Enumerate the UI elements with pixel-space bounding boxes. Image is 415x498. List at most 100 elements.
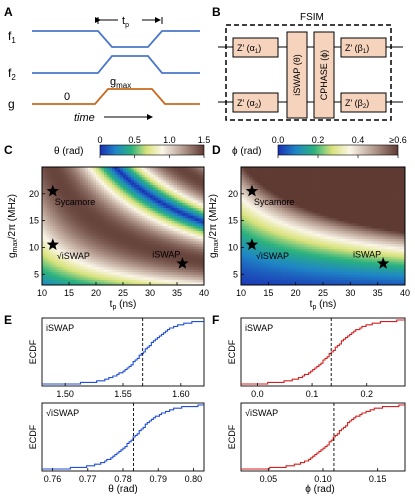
heatmap-c-cell	[82, 254, 86, 258]
heatmap-c-cell	[93, 218, 97, 222]
heatmap-d-cell	[287, 231, 291, 235]
heatmap-c-cell	[74, 169, 78, 173]
heatmap-c-cell	[93, 174, 97, 178]
heatmap-d-cell	[246, 215, 250, 219]
heatmap-d-cell	[246, 182, 250, 186]
heatmap-d-cell	[298, 241, 302, 245]
heatmap-c-cell	[177, 274, 181, 278]
heatmap-d-cell	[325, 264, 329, 268]
heatmap-d-cell	[249, 172, 253, 176]
heatmap-d-cell	[366, 192, 370, 196]
heatmap-d-cell	[339, 238, 343, 242]
heatmap-c-cell	[155, 279, 159, 283]
heatmap-c-cell	[55, 264, 59, 268]
heatmap-d-cell	[347, 174, 351, 178]
heatmap-d-cell	[276, 210, 280, 214]
heatmap-c-cell	[112, 169, 116, 173]
heatmap-d-cell	[358, 277, 362, 281]
heatmap-c-cell	[166, 187, 170, 191]
heatmap-c-cell	[44, 254, 48, 258]
heatmap-c-cell	[82, 218, 86, 222]
heatmap-d-cell	[314, 223, 318, 227]
heatmap-c-cell	[147, 177, 151, 181]
heatmap-d-cell	[317, 192, 321, 196]
heatmap-c-cell	[187, 238, 191, 242]
heatmap-c-cell	[63, 228, 67, 232]
heatmap-c-cell	[69, 184, 73, 188]
heatmap-c-cell	[109, 272, 113, 276]
heatmap-c-cell	[106, 197, 110, 201]
heatmap-c-cell	[79, 223, 83, 227]
heatmap-d-cell	[265, 197, 269, 201]
heatmap-c-cell	[77, 282, 81, 286]
heatmap-d-cell	[249, 264, 253, 268]
heatmap-d-cell	[276, 231, 280, 235]
heatmap-c-cell	[79, 182, 83, 186]
heatmap-d-cell	[325, 190, 329, 194]
heatmap-c-cell	[198, 218, 202, 222]
heatmap-d-cell	[361, 254, 365, 258]
heatmap-c-cell	[177, 205, 181, 209]
heatmap-c-cell	[71, 210, 75, 214]
heatmap-c-cell	[44, 228, 48, 232]
heatmap-d-cell	[284, 179, 288, 183]
heatmap-c-cell	[155, 205, 159, 209]
heatmap-c-cell	[201, 179, 205, 183]
heatmap-c-cell	[52, 179, 56, 183]
heatmap-c-cell	[60, 274, 64, 278]
heatmap-d-cell	[251, 172, 256, 176]
heatmap-c-cell	[163, 254, 167, 258]
heatmap-d-cell	[317, 223, 321, 227]
heatmap-c-cell	[42, 177, 46, 181]
heatmap-c-cell	[82, 167, 86, 170]
heatmap-c-cell	[106, 208, 110, 212]
heatmap-c-cell	[147, 241, 151, 245]
heatmap-d-cell	[317, 267, 321, 271]
heatmap-d-cell	[257, 236, 261, 240]
heatmap-c-cell	[114, 241, 118, 245]
heatmap-d-cell	[361, 197, 365, 201]
heatmap-c-cell	[147, 208, 151, 212]
heatmap-c-cell	[112, 200, 116, 204]
heatmap-c-cell	[85, 172, 89, 176]
heatmap-d-cell	[320, 236, 324, 240]
heatmap-c-cell	[74, 277, 78, 281]
heatmap-c-cell	[47, 195, 51, 199]
heatmap-c-cell	[63, 231, 67, 235]
heatmap-d-cell	[317, 251, 321, 255]
heatmap-c-cell	[171, 208, 175, 212]
heatmap-d-cell	[273, 202, 277, 206]
heatmap-c-cell	[133, 274, 137, 278]
heatmap-c-cell	[198, 233, 202, 237]
heatmap-d-cell	[273, 236, 277, 240]
heatmap-c-cell	[106, 259, 110, 263]
heatmap-d-cell	[276, 187, 280, 191]
heatmap-d-cell	[298, 243, 302, 247]
heatmap-d-cell	[295, 259, 299, 263]
heatmap-c-cell	[82, 187, 86, 191]
heatmap-d-cell	[353, 190, 357, 194]
heatmap-c-cell	[193, 279, 197, 283]
heatmap-d-cell	[366, 174, 370, 178]
heatmap-d-cell	[284, 246, 288, 250]
heatmap-c-cell	[144, 200, 148, 204]
heatmap-d-cell	[298, 282, 302, 286]
heatmap-c-cell	[139, 215, 143, 219]
heatmap-d-cell	[350, 223, 354, 227]
heatmap-d-cell	[303, 264, 307, 268]
heatmap-d-cell	[295, 233, 299, 237]
heatmap-d-cell	[279, 226, 283, 229]
heatmap-c-cell	[58, 218, 62, 222]
heatmap-c-cell	[66, 169, 70, 173]
heatmap-d-cell	[276, 213, 280, 217]
heatmap-c-cell	[139, 249, 143, 253]
heatmap-c-cell	[139, 179, 143, 183]
heatmap-d-cell	[292, 226, 297, 229]
heatmap-c-cell	[131, 259, 135, 263]
heatmap-c-cell	[174, 274, 178, 278]
heatmap-d-cell	[249, 228, 253, 232]
heatmap-d-cell	[364, 233, 368, 237]
heatmap-c-cell	[179, 254, 183, 258]
heatmap-c-cell	[147, 172, 151, 176]
heatmap-d-cell	[251, 282, 256, 286]
